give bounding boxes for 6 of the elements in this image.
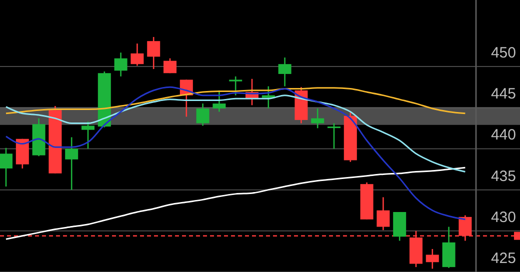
- y-tick-label: 435: [490, 168, 516, 185]
- y-tick-label: 425: [490, 250, 516, 267]
- y-tick-label: 440: [490, 126, 516, 144]
- y-tick-label: 430: [490, 208, 516, 226]
- y-tick-label: 445: [490, 86, 516, 103]
- y-tick-label: 450: [490, 44, 516, 62]
